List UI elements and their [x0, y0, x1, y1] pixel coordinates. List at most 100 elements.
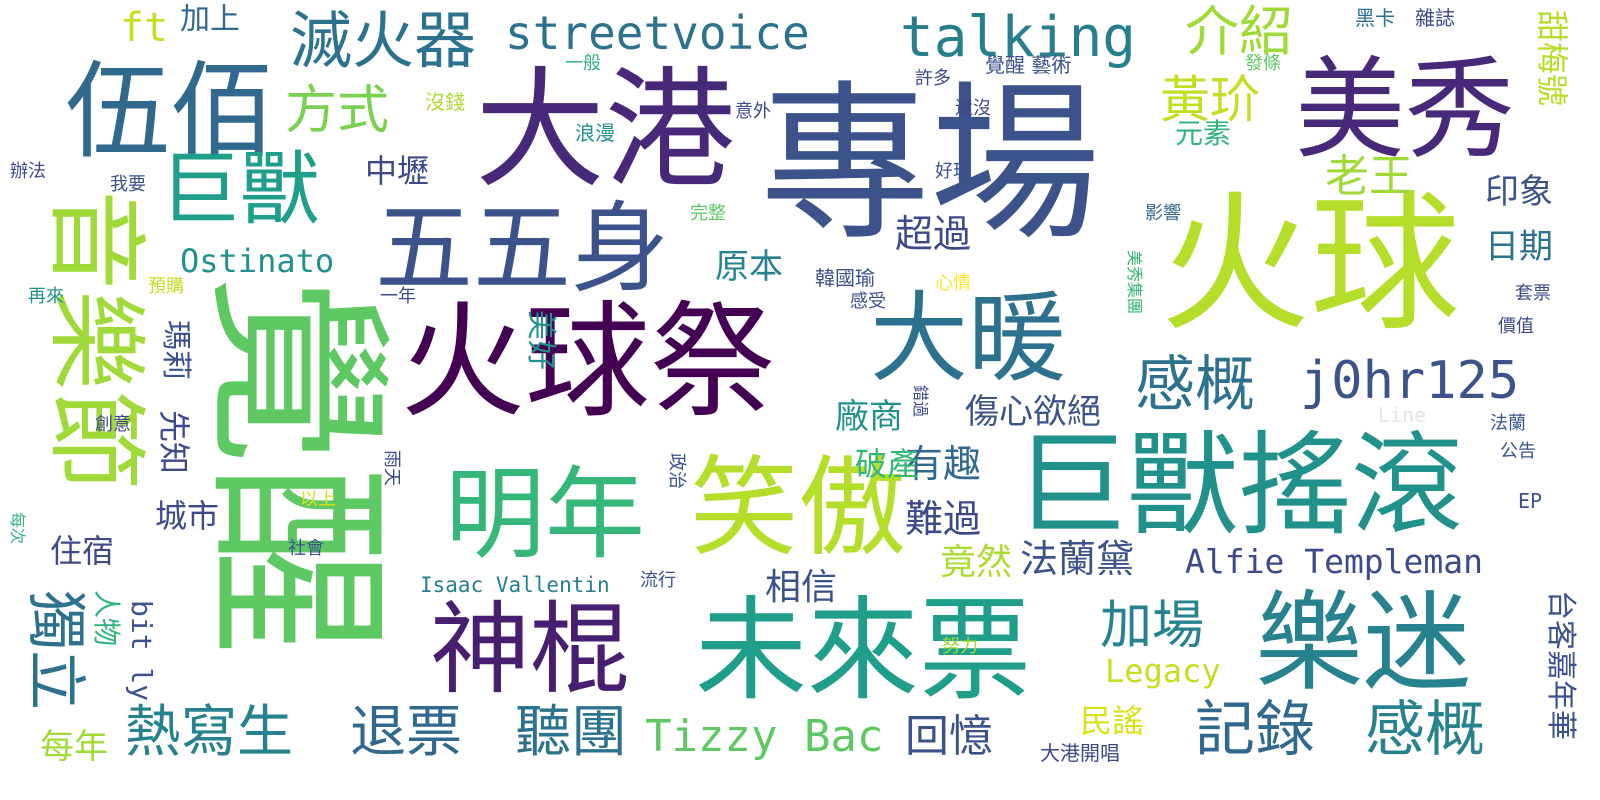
word-ganshou: 感受: [850, 291, 886, 312]
word-j0hr125: j0hr125: [1300, 351, 1520, 411]
word-meinian: 每年: [40, 727, 108, 767]
word-chaoguo: 超過: [895, 212, 972, 256]
word-tizzybac: Tizzy Bac: [645, 711, 884, 762]
word-yugou: 預購: [148, 276, 184, 297]
word-falandai: 法蘭黛: [1020, 537, 1135, 581]
word-meixiujituan: 美秀集團: [1125, 250, 1144, 315]
word-zailai: 再來: [28, 286, 64, 307]
word-zazhi: 雜誌: [1415, 6, 1455, 30]
word-heika: 黑卡: [1355, 6, 1395, 30]
word-haimei: 還沒: [955, 98, 991, 119]
word-xiaoao: 笑傲: [690, 446, 907, 571]
word-jieshao: 介紹: [1185, 0, 1293, 63]
word-laowang: 老王: [1325, 151, 1413, 202]
word-mali: 瑪莉: [158, 320, 193, 380]
word-tianmeihao: 甜梅號: [1533, 10, 1571, 107]
word-ft: ft: [120, 5, 169, 51]
word-meixiu: 美秀: [1295, 46, 1515, 174]
word-talking: talking: [900, 5, 1137, 70]
word-dagangkaichang: 大港開唱: [1040, 741, 1120, 765]
word-tingtuan: 聽團: [515, 700, 627, 765]
word-bitly: bit ly: [125, 600, 158, 702]
word-meihao: 美好: [523, 310, 558, 370]
word-xiangxin: 相信: [765, 567, 838, 608]
word-shengun: 神棍: [430, 591, 630, 708]
word-zhusu: 住宿: [50, 532, 115, 570]
word-ganka2: 感概: [1365, 695, 1485, 765]
word-shehui: 社會: [288, 538, 324, 559]
word-chuangyi: 創意: [95, 414, 131, 435]
word-yinyuejie: 音樂節: [37, 190, 154, 490]
word-yuansu: 元素: [1175, 117, 1232, 150]
word-dannuan: 大暖: [870, 282, 1067, 396]
word-liuxing: 流行: [640, 570, 676, 591]
word-xinqing: 心情: [935, 273, 971, 294]
word-nanguo: 難過: [905, 497, 982, 541]
word-huangling: 黃玠: [1160, 71, 1260, 129]
word-jingran: 竟然: [940, 542, 1013, 583]
word-streetvoice: streetvoice: [505, 6, 810, 60]
word-langman: 浪漫: [575, 121, 615, 145]
word-line: Line: [1378, 403, 1427, 427]
word-renwu: 人物: [90, 590, 123, 647]
word-zhongli: 中壢: [365, 152, 430, 190]
word-banfa: 辦法: [10, 161, 46, 182]
word-duli: 獨立: [20, 590, 90, 710]
word-yinxiang: 印象: [1485, 172, 1553, 212]
word-taopiao: 套票: [1515, 283, 1551, 304]
word-miehuoqi: 滅火器: [290, 4, 477, 77]
word-jiashang: 加上: [180, 2, 240, 37]
word-haowan: 好玩: [935, 161, 971, 182]
word-weilaipiao: 未來票: [695, 586, 1031, 716]
word-yuanben: 原本: [715, 247, 783, 287]
word-yiwai: 意外: [735, 101, 771, 122]
word-posan: 破產: [855, 445, 920, 483]
word-reixiesheng: 熱寫生: [125, 700, 293, 765]
word-shangxin: 傷心欲絕: [965, 392, 1101, 432]
word-jiachang: 加場: [1100, 596, 1205, 656]
word-wanzheng: 完整: [690, 203, 726, 224]
word-wubai: 伍佰: [65, 51, 276, 173]
word-dagang: 大港: [475, 54, 736, 206]
word-isaac: Isaac Vallentin: [420, 573, 610, 597]
word-tuipiao: 退票: [350, 700, 462, 765]
word-jiazhi: 價值: [1498, 316, 1534, 337]
word-mingnian: 明年: [445, 456, 645, 573]
word-wuwushen: 五五身: [375, 192, 670, 306]
word-jushou: 巨獸: [160, 143, 320, 236]
word-jishou: 記錄: [1195, 695, 1315, 765]
word-yutian: 雨天: [381, 450, 402, 486]
word-woyao: 我要: [110, 174, 146, 195]
word-xianzhi: 先知: [155, 410, 193, 475]
word-huoqiu: 火球: [1160, 178, 1461, 352]
word-hanguoyu: 韓國瑜: [815, 266, 875, 290]
word-minyao: 民謠: [1080, 702, 1145, 740]
word-ep: EP: [1518, 489, 1543, 513]
word-jueyishu: 覺醒 藝術: [985, 53, 1072, 77]
word-juexing: 覺醒: [185, 275, 406, 656]
word-nuli: 努力: [942, 636, 978, 657]
word-fangshi: 方式: [285, 81, 390, 141]
word-yingxiang: 影響: [1145, 203, 1181, 224]
word-yinian: 一年: [380, 286, 416, 307]
word-youqu: 有趣: [905, 442, 982, 486]
word-taikejianianhua: 台客嘉年華: [1543, 590, 1578, 740]
word-yishang: 以上: [300, 489, 336, 510]
word-zhuanchang: 專場: [760, 66, 1101, 264]
word-chengshi: 城市: [155, 497, 220, 535]
word-meiqian: 沒錢: [425, 90, 465, 114]
word-riqi: 日期: [1485, 227, 1553, 267]
word-huoqiuji: 火球祭: [400, 290, 775, 435]
word-fatiao: 發條: [1245, 53, 1281, 74]
word-ganka1: 感概: [1135, 350, 1255, 420]
word-yuemi: 樂迷: [1255, 581, 1472, 706]
word-changshang: 廠商: [835, 397, 903, 437]
word-falan: 法蘭: [1490, 413, 1526, 434]
word-cuoguo: 錯過: [911, 385, 930, 418]
word-juxiaoyaogun: 巨獸搖滾: [1015, 421, 1463, 551]
word-gonggao: 公告: [1500, 441, 1536, 462]
word-legacy: Legacy: [1105, 652, 1221, 690]
word-meici: 每次: [8, 512, 27, 545]
word-huiyi: 回憶: [905, 711, 993, 762]
